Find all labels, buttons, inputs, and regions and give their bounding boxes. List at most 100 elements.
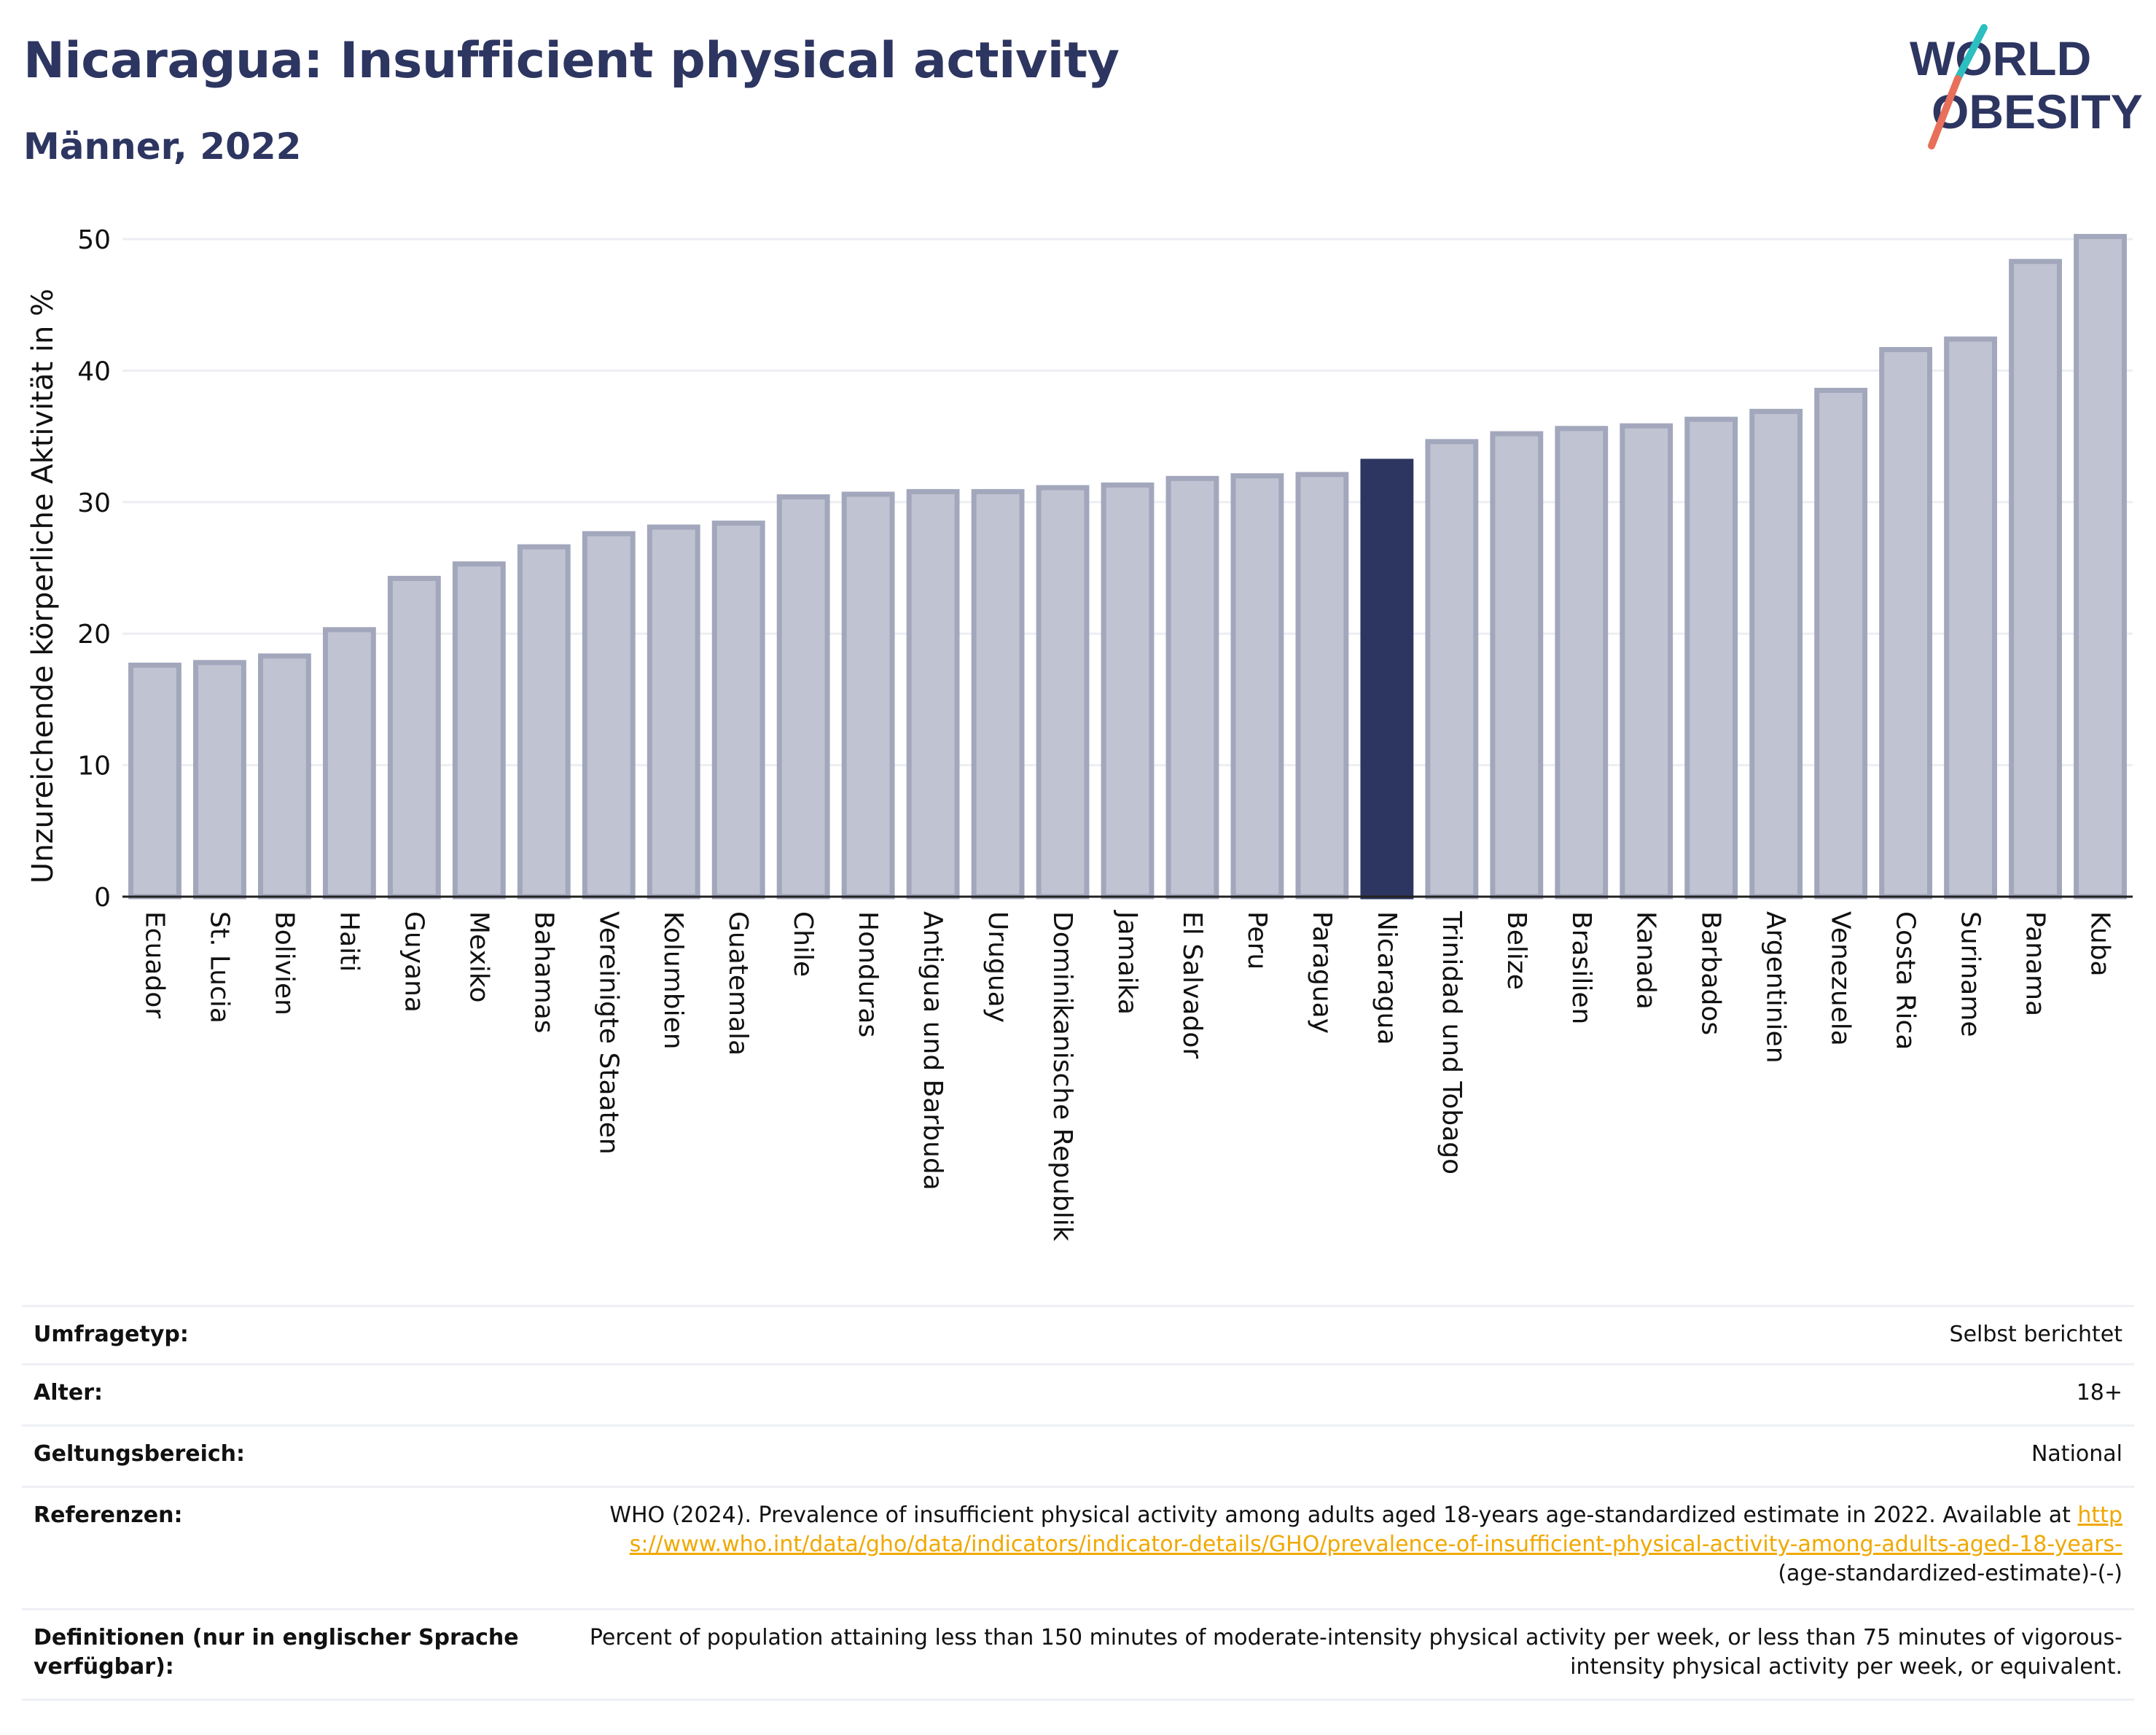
bar-peru bbox=[1230, 473, 1284, 900]
bar-guatemala bbox=[711, 520, 765, 900]
logo-stroke-coral bbox=[1928, 75, 1961, 149]
x-tick-label: Barbados bbox=[1696, 911, 1726, 1035]
page-title: Nicaragua: Insufficient physical activit… bbox=[23, 32, 1120, 90]
x-tick-label: Chile bbox=[788, 911, 818, 977]
info-value-text: National bbox=[2031, 1441, 2122, 1467]
info-value: National bbox=[570, 1426, 2134, 1487]
bar-el-salvador bbox=[1165, 475, 1219, 900]
x-tick-label: Honduras bbox=[853, 911, 883, 1037]
y-tick-label: 10 bbox=[77, 752, 111, 781]
bar-bolivien bbox=[258, 653, 311, 900]
bar-chart: 0 10 20 30 40 50 Ecuador St. Lucia Bolivien Hait… bbox=[26, 225, 2133, 1241]
reference-suffix: (age-standardized-estimate)-(-) bbox=[1778, 1561, 2122, 1586]
info-value-text: 18+ bbox=[2076, 1380, 2122, 1405]
bars bbox=[128, 233, 2127, 900]
x-tick-label: Peru bbox=[1242, 911, 1272, 970]
x-tick-label: Jamaika bbox=[1112, 910, 1142, 1015]
info-row: Alter: 18+ bbox=[22, 1364, 2134, 1426]
bar-costa-rica bbox=[1879, 347, 1933, 900]
bar-haiti bbox=[322, 627, 376, 900]
page-subtitle: Männer, 2022 bbox=[23, 125, 302, 168]
info-key: Geltungsbereich: bbox=[34, 1441, 246, 1467]
x-tick-label: Argentinien bbox=[1761, 911, 1791, 1064]
y-tick-label: 20 bbox=[77, 620, 111, 650]
bar-kuba bbox=[2074, 233, 2127, 900]
bar-chile bbox=[776, 494, 830, 900]
x-tick-label: Bahamas bbox=[528, 911, 558, 1034]
bar-kolumbien bbox=[647, 524, 700, 900]
bar-antigua-und-barbuda bbox=[906, 488, 960, 900]
bar-brasilien bbox=[1555, 426, 1609, 900]
bar-suriname bbox=[1944, 336, 1997, 900]
x-tick-label: Trinidad und Tobago bbox=[1437, 911, 1466, 1174]
bar-barbados bbox=[1684, 416, 1738, 900]
world-obesity-logo: WORLD OBESITY bbox=[1910, 24, 2143, 149]
x-tick-label: Kanada bbox=[1631, 911, 1661, 1010]
x-tick-label: Suriname bbox=[1956, 911, 1985, 1037]
info-row: Geltungsbereich: National bbox=[22, 1425, 2134, 1487]
x-tick-label: Uruguay bbox=[983, 911, 1012, 1023]
info-value: Selbst berichtet bbox=[570, 1306, 2134, 1365]
y-tick-label: 50 bbox=[77, 225, 111, 255]
x-tick-label: Antigua und Barbuda bbox=[918, 911, 948, 1190]
x-tick-label: Bolivien bbox=[269, 911, 299, 1015]
info-value: 18+ bbox=[570, 1365, 2134, 1426]
x-tick-labels: Ecuador St. Lucia Bolivien Haiti Guyana Mexik… bbox=[139, 910, 2114, 1241]
x-tick-label: Panama bbox=[2020, 911, 2050, 1016]
x-tick-label: Ecuador bbox=[139, 911, 169, 1018]
x-tick-label: Paraguay bbox=[1307, 911, 1337, 1034]
bar-kanada bbox=[1620, 423, 1673, 900]
reference-link[interactable]: https://www.who.int/data/gho/data/indica… bbox=[629, 1502, 2122, 1557]
info-key: Umfragetyp: bbox=[34, 1322, 189, 1347]
bar-uruguay bbox=[971, 488, 1025, 900]
bar-ecuador bbox=[128, 662, 181, 900]
info-key: Alter: bbox=[34, 1380, 103, 1405]
info-row: Umfragetyp: Selbst berichtet bbox=[22, 1306, 2134, 1365]
info-table: Umfragetyp: Selbst berichtet Alter: 18+ Gelt… bbox=[22, 1305, 2134, 1701]
info-row: Referenzen: WHO (2024). Prevalence of ins… bbox=[22, 1486, 2134, 1610]
bar-bahamas bbox=[517, 544, 571, 900]
bar-nicaragua bbox=[1360, 459, 1414, 900]
logo-stroke-teal bbox=[1954, 24, 1988, 82]
bar-paraguay bbox=[1295, 472, 1349, 900]
bar-honduras bbox=[841, 491, 895, 900]
bar-guyana bbox=[387, 575, 441, 900]
info-key: Referenzen: bbox=[34, 1502, 183, 1528]
x-tick-label: Haiti bbox=[334, 911, 364, 972]
x-tick-label: St. Lucia bbox=[204, 911, 234, 1024]
info-value-text: Percent of population attaining less tha… bbox=[589, 1625, 2122, 1680]
bar-st-lucia bbox=[193, 660, 246, 900]
logo-word-1: WORLD bbox=[1910, 31, 2091, 85]
x-tick-label: Kuba bbox=[2085, 911, 2115, 977]
x-tick-label: Vereinigte Staaten bbox=[593, 911, 623, 1155]
info-value: WHO (2024). Prevalence of insufficient p… bbox=[570, 1487, 2134, 1610]
x-tick-label: Venezuela bbox=[1826, 911, 1856, 1046]
y-tick-label: 40 bbox=[77, 356, 111, 386]
info-key: Definitionen (nur in englischer Sprache … bbox=[34, 1625, 519, 1680]
info-value-text: Selbst berichtet bbox=[1949, 1322, 2122, 1347]
bar-argentinien bbox=[1749, 408, 1803, 900]
x-tick-label: Nicaragua bbox=[1372, 911, 1402, 1045]
x-tick-label: Dominikanische Republik bbox=[1047, 911, 1077, 1241]
x-tick-label: Guyana bbox=[399, 911, 429, 1013]
bar-vereinigte-staaten bbox=[582, 531, 636, 900]
x-tick-label: Kolumbien bbox=[658, 911, 688, 1050]
y-tick-label: 30 bbox=[77, 488, 111, 518]
y-axis-label: Unzureichende körperliche Aktivität in % bbox=[26, 289, 60, 884]
bar-jamaika bbox=[1101, 482, 1155, 900]
x-tick-label: Mexiko bbox=[464, 911, 493, 1002]
y-tick-label: 0 bbox=[94, 883, 111, 913]
bar-mexiko bbox=[452, 561, 506, 900]
info-row: Definitionen (nur in englischer Sprache … bbox=[22, 1609, 2134, 1700]
x-tick-label: Guatemala bbox=[723, 911, 753, 1056]
y-tick-labels: 0 10 20 30 40 50 bbox=[77, 225, 111, 913]
bar-dominikanische-republik bbox=[1036, 485, 1090, 900]
info-value: Percent of population attaining less tha… bbox=[570, 1610, 2134, 1700]
x-tick-label: Costa Rica bbox=[1891, 911, 1921, 1050]
x-tick-label: Belize bbox=[1501, 911, 1531, 990]
info-value-text: WHO (2024). Prevalence of insufficient p… bbox=[609, 1502, 2071, 1528]
bar-belize bbox=[1490, 431, 1544, 900]
bar-trinidad-und-tobago bbox=[1425, 439, 1479, 900]
bar-panama bbox=[2009, 259, 2062, 900]
logo-word-2: OBESITY bbox=[1932, 85, 2143, 139]
